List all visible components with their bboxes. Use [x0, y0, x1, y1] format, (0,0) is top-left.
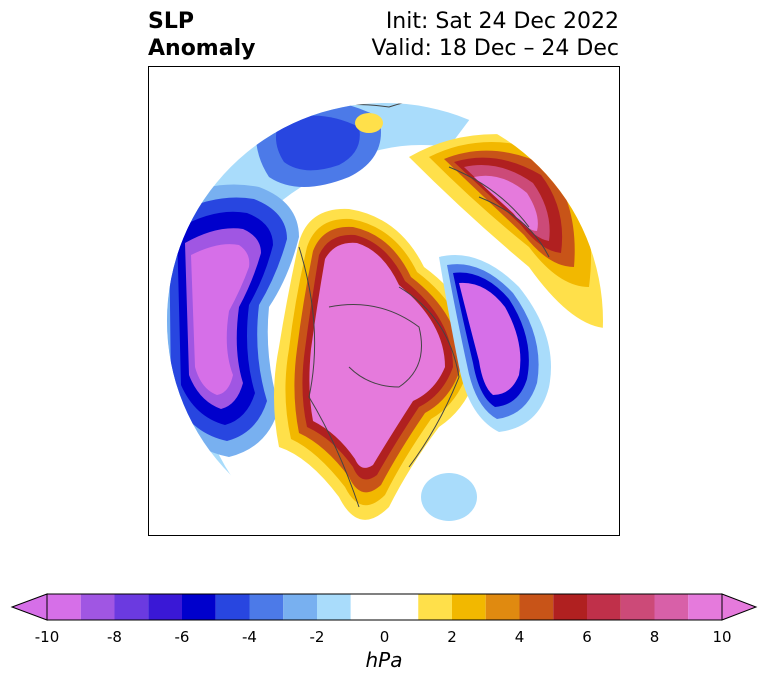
colorbar-tick-label: 2	[447, 628, 457, 646]
colorbar-bin	[587, 594, 621, 620]
colorbar-bin	[485, 594, 520, 620]
colorbar-bin	[215, 594, 250, 620]
colorbar-bin	[553, 594, 587, 620]
colorbar-bin	[249, 594, 284, 620]
map-panel	[148, 66, 620, 536]
colorbar-over-arrow	[721, 593, 758, 621]
colorbar-bin	[688, 594, 722, 620]
colorbar-tick-label: 6	[582, 628, 592, 646]
init-date: Init: Sat 24 Dec 2022	[385, 9, 619, 34]
colorbar-bin	[182, 594, 216, 620]
colorbar-tick-label: -6	[174, 628, 190, 646]
colorbar-bin	[452, 594, 486, 620]
anomaly-field	[167, 103, 603, 535]
map-dates: Init: Sat 24 Dec 2022 Valid: 18 Dec – 24…	[371, 8, 619, 62]
map-title: SLP Anomaly	[148, 8, 255, 62]
colorbar-tick-label: 4	[514, 628, 525, 646]
colorbar-units: hPa	[365, 648, 403, 672]
colorbar-bin	[519, 594, 554, 620]
colorbar-tick-label: 8	[649, 628, 660, 646]
colorbar-bin	[317, 594, 351, 620]
colorbar-bin	[283, 594, 317, 620]
colorbar-bin	[654, 594, 689, 620]
colorbar	[10, 593, 758, 621]
colorbar-tick-label: -4	[242, 628, 257, 646]
colorbar-tick-label: -8	[107, 628, 122, 646]
slp-anomaly-map	[167, 103, 603, 535]
colorbar-bin	[418, 594, 452, 620]
valid-range: Valid: 18 Dec – 24 Dec	[371, 36, 619, 61]
colorbar-border	[46, 593, 723, 621]
colorbar-tick-label: -2	[309, 628, 325, 646]
colorbar-tick-label: 0	[379, 628, 390, 646]
colorbar-tick-label: 10	[712, 628, 732, 646]
title-variable: SLP	[148, 9, 194, 34]
colorbar-bin	[148, 594, 182, 620]
colorbar-tick-label: -10	[34, 628, 60, 646]
colorbar-bin	[47, 594, 81, 620]
colorbar-bin	[350, 594, 419, 620]
colorbar-bin	[620, 594, 655, 620]
colorbar-bin	[80, 594, 115, 620]
title-anomaly: Anomaly	[148, 36, 256, 61]
colorbar-under-arrow	[10, 593, 48, 621]
colorbar-bin	[114, 594, 149, 620]
